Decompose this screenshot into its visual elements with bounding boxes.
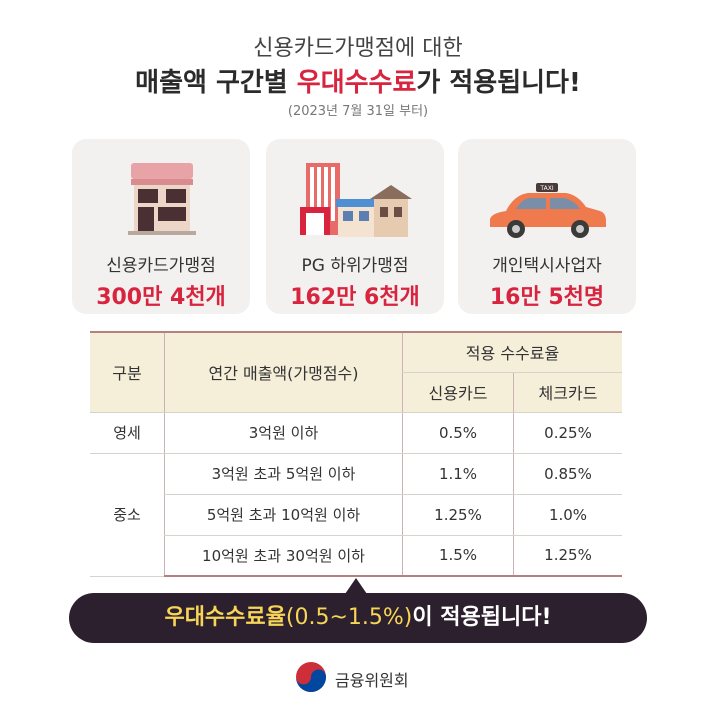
cell-check: 1.0%	[513, 494, 622, 536]
cell-credit: 0.5%	[402, 412, 514, 454]
subtitle: 신용카드가맹점에 대한	[253, 36, 463, 61]
card-credit-merchants: 신용카드가맹점 300만 4천개	[72, 139, 250, 314]
title-suffix: 가 적용됩니다!	[416, 68, 581, 98]
table-row: 중소 3억원 초과 5억원 이하 1.1% 0.85%	[90, 453, 622, 577]
header-rate: 적용 수수료율	[402, 331, 622, 373]
card-label: 개인택시사업자	[492, 256, 602, 276]
header-check: 체크카드	[513, 372, 622, 413]
rate-banner: 우대수수료율(0.5~1.5%)이 적용됩니다!	[69, 593, 647, 643]
effective-date: (2023년 7월 31일 부터)	[287, 104, 429, 119]
store-icon	[128, 163, 196, 235]
card-value: 162만 6천개	[290, 285, 420, 310]
table-row: 영세 3억원 이하 0.5% 0.25%	[90, 412, 622, 454]
banner-range: (0.5~1.5%)	[285, 605, 413, 630]
header-category: 구분	[90, 331, 165, 413]
banner-prefix: 우대수수료율	[164, 605, 286, 630]
buildings-icon	[300, 163, 412, 237]
page-title: 매출액 구간별 우대수수료가 적용됩니다!	[0, 62, 716, 99]
banner-pointer	[345, 578, 367, 594]
table-row: 5억원 초과 10억원 이하 1.25% 1.0%	[90, 494, 622, 536]
government-emblem-icon	[296, 662, 326, 692]
title-prefix: 매출액 구간별	[135, 68, 297, 98]
taxi-icon: TAXI	[490, 183, 606, 238]
cell-sales: 5억원 초과 10억원 이하	[164, 494, 403, 536]
taxi-sign: TAXI	[539, 185, 553, 192]
cell-credit: 1.1%	[402, 453, 514, 495]
header-sales: 연간 매출액(가맹점수)	[164, 331, 403, 413]
cell-category: 중소	[90, 453, 165, 577]
cell-category: 영세	[90, 412, 165, 454]
footer: 금융위원회	[0, 660, 716, 696]
table-row: 10억원 초과 30억원 이하 1.5% 1.25%	[90, 535, 622, 577]
cell-credit: 1.25%	[402, 494, 514, 536]
fee-rate-table: 구분 연간 매출액(가맹점수) 적용 수수료율 신용카드 체크카드 영세 3억원…	[90, 331, 622, 577]
card-label: 신용카드가맹점	[106, 256, 216, 276]
card-label: PG 하위가맹점	[301, 256, 409, 276]
cell-sales: 3억원 이하	[164, 412, 403, 454]
card-pg-merchants: PG 하위가맹점 162만 6천개	[266, 139, 444, 314]
cell-sales: 10억원 초과 30억원 이하	[164, 535, 403, 577]
cell-check: 0.85%	[513, 453, 622, 495]
card-value: 16만 5천명	[489, 285, 605, 310]
organization-name: 금융위원회	[335, 671, 409, 690]
card-taxi-operators: TAXI 개인택시사업자 16만 5천명	[458, 139, 636, 314]
cell-check: 1.25%	[513, 535, 622, 577]
title-highlight: 우대수수료	[296, 68, 417, 98]
cell-sales: 3억원 초과 5억원 이하	[164, 453, 403, 495]
card-value: 300만 4천개	[96, 285, 226, 310]
header-credit: 신용카드	[402, 372, 514, 413]
cell-check: 0.25%	[513, 412, 622, 454]
cell-credit: 1.5%	[402, 535, 514, 577]
banner-suffix: 이 적용됩니다!	[412, 605, 552, 630]
